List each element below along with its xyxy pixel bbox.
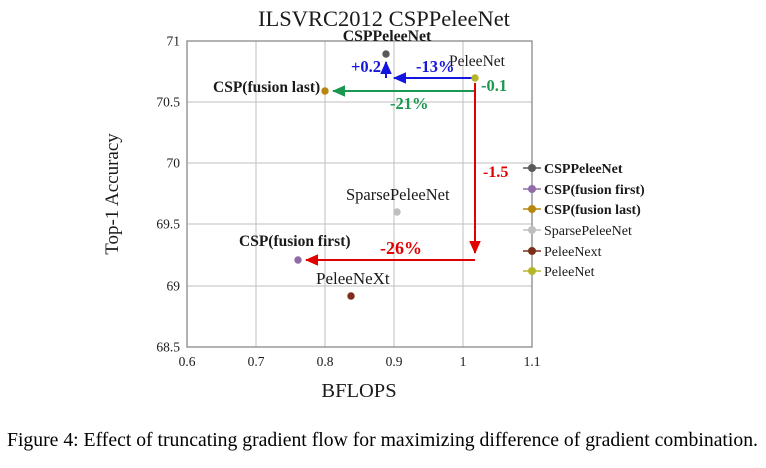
svg-text:BFLOPS: BFLOPS bbox=[321, 380, 396, 402]
svg-text:-1.5: -1.5 bbox=[483, 164, 508, 181]
svg-text:Figure 4: Effect of truncating: Figure 4: Effect of truncating gradient … bbox=[7, 429, 758, 451]
svg-text:CSPPeleeNet: CSPPeleeNet bbox=[544, 162, 623, 177]
svg-text:SparsePeleeNet: SparsePeleeNet bbox=[346, 185, 450, 204]
svg-text:69: 69 bbox=[167, 279, 181, 294]
svg-text:-26%: -26% bbox=[380, 238, 422, 258]
svg-text:69.5: 69.5 bbox=[156, 217, 180, 232]
svg-text:CSP(fusion first): CSP(fusion first) bbox=[544, 183, 645, 198]
svg-text:0.6: 0.6 bbox=[179, 354, 196, 369]
svg-text:CSPPeleeNet: CSPPeleeNet bbox=[343, 28, 432, 45]
svg-text:CSP(fusion last): CSP(fusion last) bbox=[213, 79, 320, 96]
svg-text:68.5: 68.5 bbox=[156, 340, 180, 355]
svg-text:+0.2: +0.2 bbox=[351, 57, 381, 76]
svg-text:CSP(fusion first): CSP(fusion first) bbox=[239, 233, 351, 250]
svg-text:71: 71 bbox=[167, 34, 181, 49]
svg-text:1: 1 bbox=[460, 354, 467, 369]
svg-text:0.9: 0.9 bbox=[386, 354, 403, 369]
svg-text:0.8: 0.8 bbox=[317, 354, 334, 369]
svg-text:0.7: 0.7 bbox=[248, 354, 265, 369]
svg-text:SparsePeleeNet: SparsePeleeNet bbox=[544, 224, 632, 239]
svg-text:Top-1 Accuracy: Top-1 Accuracy bbox=[102, 133, 123, 255]
svg-text:PeleeNext: PeleeNext bbox=[544, 245, 602, 260]
svg-text:PeleeNet: PeleeNet bbox=[449, 53, 506, 70]
svg-text:PeleeNeXt: PeleeNeXt bbox=[316, 269, 390, 288]
svg-text:CSP(fusion last): CSP(fusion last) bbox=[544, 203, 641, 218]
svg-text:-21%: -21% bbox=[390, 94, 429, 113]
svg-text:70.5: 70.5 bbox=[156, 95, 180, 110]
svg-text:-0.1: -0.1 bbox=[481, 76, 507, 95]
svg-text:70: 70 bbox=[167, 156, 181, 171]
svg-text:1.1: 1.1 bbox=[524, 354, 541, 369]
svg-text:PeleeNet: PeleeNet bbox=[544, 265, 595, 280]
